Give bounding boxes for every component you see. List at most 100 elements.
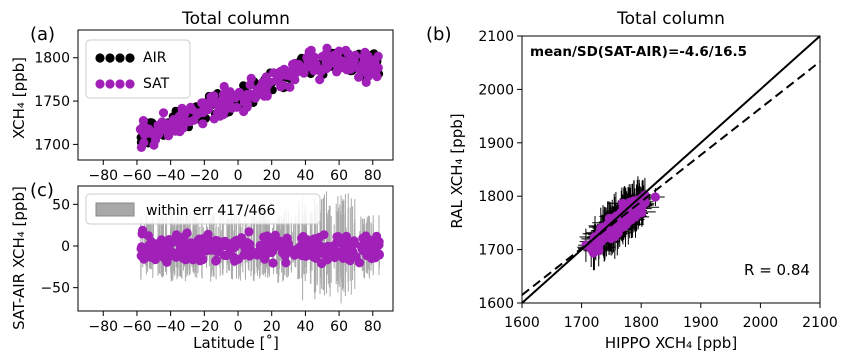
diff-point bbox=[252, 250, 262, 260]
sat-point bbox=[311, 59, 321, 69]
y-tick-label: 2100 bbox=[478, 29, 514, 45]
x-tick-label: 80 bbox=[364, 319, 382, 335]
panel-label-a: (a) bbox=[30, 24, 55, 45]
diff-point bbox=[224, 240, 234, 250]
x-tick-label: −40 bbox=[156, 319, 186, 335]
sat-point bbox=[165, 127, 175, 137]
y-tick-label: 1700 bbox=[34, 137, 70, 153]
sat-point bbox=[200, 104, 210, 114]
y-tick-label: 1900 bbox=[478, 136, 514, 152]
diff-point bbox=[340, 233, 351, 243]
diff-point bbox=[143, 231, 153, 241]
panel-a-xticks: −80 −60 −40 −20 0 20 40 60 80 bbox=[88, 160, 382, 184]
legend-label-air: AIR bbox=[143, 50, 167, 66]
y-tick-label: 1800 bbox=[34, 51, 70, 67]
legend-air-dot bbox=[105, 53, 115, 63]
sat-point bbox=[327, 53, 337, 63]
scatter-point bbox=[614, 220, 625, 230]
diff-point bbox=[329, 247, 339, 257]
sat-point bbox=[137, 126, 147, 136]
panel-a-yticks: 1700 1750 1800 bbox=[34, 51, 78, 153]
panel-c-xticks: −80 −60 −40 −20 0 20 40 60 80 bbox=[88, 311, 382, 335]
panel-a-frame bbox=[77, 29, 394, 161]
y-tick-label: 0 bbox=[61, 239, 70, 255]
x-tick-label: 40 bbox=[296, 319, 314, 335]
x-tick-label: −60 bbox=[122, 168, 152, 184]
diff-point bbox=[360, 247, 370, 257]
x-tick-label: −80 bbox=[88, 168, 118, 184]
x-tick-label: 60 bbox=[330, 168, 348, 184]
sat-point bbox=[219, 81, 229, 92]
x-tick-label: −60 bbox=[122, 319, 152, 335]
scatter-point bbox=[621, 215, 631, 225]
x-tick-label: 0 bbox=[234, 319, 243, 335]
panel-c-data bbox=[136, 191, 384, 304]
annotation-mean-sd: mean/SD(SAT-AIR)=-4.6/16.5 bbox=[530, 44, 747, 60]
diff-point bbox=[270, 230, 280, 240]
diff-point bbox=[289, 250, 300, 260]
sat-point bbox=[144, 125, 154, 135]
sat-point bbox=[156, 125, 166, 135]
sat-point bbox=[218, 90, 229, 100]
diff-point bbox=[161, 244, 171, 254]
diff-point bbox=[305, 239, 315, 249]
sat-point bbox=[342, 65, 352, 75]
diff-point bbox=[364, 236, 374, 246]
diff-point bbox=[198, 254, 208, 264]
panel-b-ylabel: RAL XCH₄ [ppb] bbox=[448, 113, 466, 228]
x-tick-label: 20 bbox=[263, 319, 281, 335]
scatter-point bbox=[629, 196, 639, 206]
x-tick-label: 80 bbox=[364, 168, 382, 184]
x-tick-label: 20 bbox=[263, 168, 281, 184]
diff-point bbox=[231, 235, 241, 246]
legend-sat-dot bbox=[105, 79, 115, 89]
panel-c-xlabel: Latitude [˚] bbox=[193, 334, 279, 352]
scatter-point bbox=[625, 208, 636, 218]
diff-point bbox=[211, 256, 221, 266]
x-tick-label: 1800 bbox=[623, 315, 659, 331]
panel-label-c: (c) bbox=[30, 180, 54, 201]
legend-air-dot bbox=[115, 53, 125, 63]
diff-point bbox=[259, 232, 269, 242]
diff-point bbox=[181, 255, 191, 265]
diff-point bbox=[298, 231, 308, 242]
panel-a: Total column XCH₄ [ppb] −80 −60 −40 −20 0 20 4… bbox=[10, 9, 394, 184]
x-tick-label: 0 bbox=[234, 168, 243, 184]
sat-point bbox=[354, 72, 364, 82]
annotation-r: R = 0.84 bbox=[744, 261, 810, 279]
diff-point bbox=[147, 244, 157, 254]
diff-point bbox=[162, 257, 172, 267]
scatter-point bbox=[594, 242, 604, 252]
scatter-point bbox=[594, 234, 604, 244]
sat-point bbox=[358, 58, 368, 68]
sat-point bbox=[262, 78, 272, 88]
legend-label-sat: SAT bbox=[143, 76, 170, 92]
panel-a-ylabel: XCH₄ [ppb] bbox=[10, 57, 28, 139]
x-tick-label: −40 bbox=[156, 168, 186, 184]
y-tick-label: 1700 bbox=[478, 243, 514, 259]
x-tick-label: 1700 bbox=[564, 315, 600, 331]
diff-point bbox=[314, 233, 324, 243]
diff-point bbox=[280, 251, 290, 261]
sat-point bbox=[259, 91, 269, 101]
diff-point bbox=[281, 258, 291, 268]
panel-a-legend: AIR SAT bbox=[85, 39, 191, 99]
sat-point bbox=[151, 135, 161, 145]
sat-point bbox=[323, 62, 333, 72]
fit-line-dashed bbox=[521, 60, 821, 296]
diff-point bbox=[182, 228, 192, 238]
legend-swatch-within-err bbox=[95, 202, 135, 217]
panel-a-legend-box bbox=[85, 39, 191, 99]
one-to-one-line bbox=[521, 35, 821, 304]
sat-point bbox=[349, 55, 359, 66]
sat-point bbox=[332, 67, 342, 77]
diff-point bbox=[370, 243, 380, 253]
legend-air-dot bbox=[95, 53, 105, 63]
sat-point bbox=[206, 92, 216, 102]
panel-b-frame bbox=[521, 35, 821, 304]
panel-c-ylabel: SAT-AIR XCH₄ [ppb] bbox=[10, 186, 28, 330]
diff-point bbox=[313, 243, 323, 253]
panel-b-xlabel: HIPPO XCH₄ [ppb] bbox=[605, 334, 737, 352]
diff-point bbox=[299, 244, 309, 254]
